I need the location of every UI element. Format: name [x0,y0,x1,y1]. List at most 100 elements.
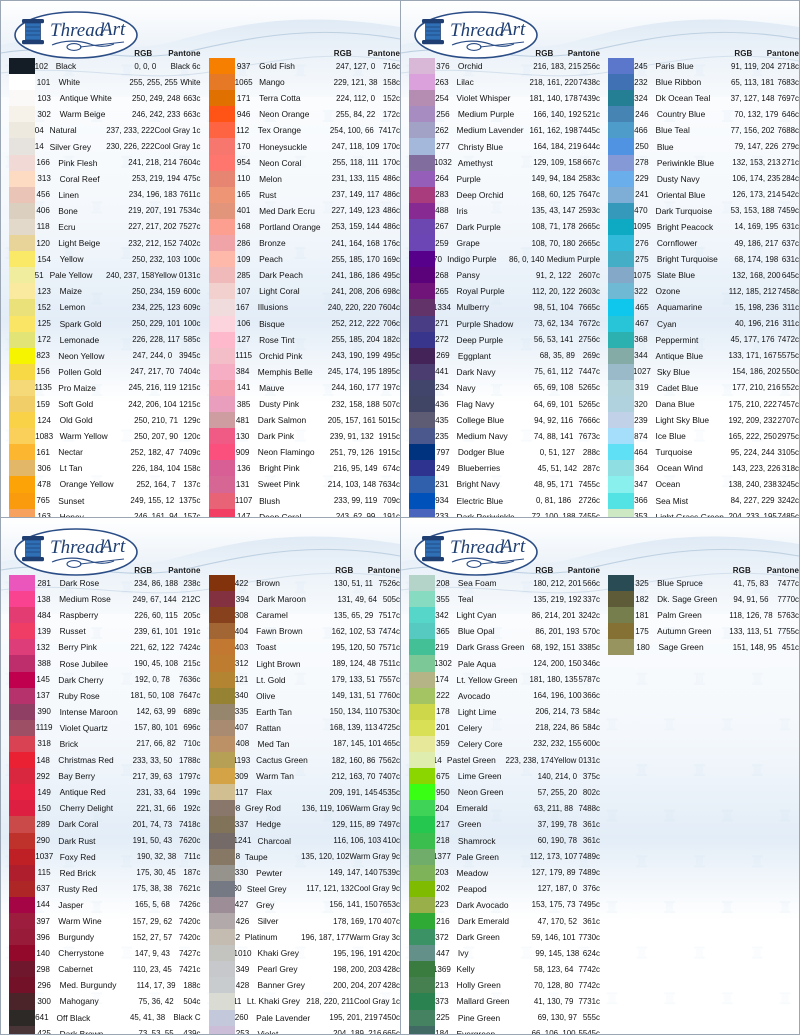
color-rgb: 195, 201, 219 [329,1013,378,1023]
color-row: 144 Jasper 165, 5, 68 7426c [5,897,200,913]
color-number: 330 [234,868,249,878]
color-pantone: 172c [382,109,400,119]
color-rgb: 253, 159, 144 [331,222,380,232]
color-name: Ecru [58,221,76,232]
color-number: 131 [235,479,250,489]
color-swatch [208,1025,235,1034]
color-row: 797 Dodger Blue 0, 51, 127 288c [405,444,600,460]
color-row: 154 Yellow 250, 232, 103 100c [5,251,200,267]
color-number: 264 [435,174,449,184]
color-swatch [608,607,634,624]
color-rgb: 175, 210, 222 [728,399,777,409]
color-number: 335 [234,707,249,717]
color-number: 219 [435,642,449,652]
color-pantone: 2665c [578,222,601,232]
color-number: 239 [634,415,648,425]
color-rgb: 136, 119, 106 [301,803,350,813]
color-pantone: 120c [183,431,201,441]
color-number: 214 [428,755,442,765]
color-rgb: 255, 84, 22 [335,109,376,119]
color-pantone: 7666c [578,415,601,425]
color-pantone: 7488c [578,803,601,813]
color-name: Banner Grey [257,980,305,991]
color-rgb: 60, 190, 78 [537,836,578,846]
color-row: 115 Red Brick 175, 30, 45 187c [5,865,201,881]
color-rgb: 181, 140, 178 [529,93,578,103]
color-row: 1119 Violet Quartz 157, 80, 101 696c [5,720,201,736]
color-swatch [9,768,35,785]
color-rgb: 168, 60, 125 [531,190,576,200]
color-pantone: 2726c [578,496,601,506]
color-pantone: 7511c [379,659,400,669]
color-swatch [409,784,435,801]
color-row: 1369 Kelly 58, 123, 64 7742c [405,961,600,977]
color-swatch [608,444,634,461]
color-pantone: 170c [382,158,400,168]
header-pantone: Pantone [766,566,799,575]
color-swatch [9,428,35,445]
color-row: 161 Nectar 252, 182, 47 7409c [5,444,201,460]
color-number: 203 [435,868,449,878]
color-pantone: 7672c [578,319,601,329]
svg-text:Art: Art [99,536,126,557]
color-pantone: 1375c [179,496,201,506]
color-number: 435 [435,415,449,425]
color-name: Dark Rust [58,835,96,846]
color-pantone: White [180,77,201,87]
color-pantone: 152c [382,93,400,103]
color-number: 384 [235,367,250,377]
color-pantone: 1788c [179,755,201,765]
color-name: Dusty Pink [259,399,300,410]
color-rgb: 243, 190, 199 [331,351,380,361]
color-name: Grey [256,899,275,910]
color-pantone: 663c [183,93,201,103]
color-row-list: 422 Brown 130, 51, 11 7526c 394 Dark Maroon 13… [205,575,401,1034]
color-name: Gold Fish [259,61,295,72]
color-pantone: Yellow 0131c [154,270,201,280]
color-row-list: 245 Paris Blue 91, 119, 204 2718c 232 Blue Ri… [604,58,799,517]
color-swatch [608,283,634,300]
color-swatch [9,106,35,123]
color-swatch [608,106,634,123]
color-number: 178 [436,707,450,717]
color-row: 145 Dark Cherry 192, 0, 78 7636c [5,672,200,688]
color-row: 109 Peach 255, 185, 170 169c [205,251,400,267]
color-rgb: 48, 95, 171 [533,479,574,489]
color-number: 296 [37,980,51,990]
color-pantone: 1915c [378,447,401,457]
color-row: 156 Pollen Gold 247, 217, 70 7404c [5,364,200,380]
color-swatch [409,735,435,753]
color-pantone: 288c [582,447,600,457]
color-rgb: 147, 9, 43 [134,948,170,958]
color-number: 401 [236,206,251,216]
color-swatch [208,623,235,640]
color-swatch [208,784,235,801]
color-name: Blue Spruce [657,578,703,589]
color-pantone: 698c [382,286,400,296]
color-swatch [409,283,435,300]
color-name: Earth Tan [256,706,292,717]
color-rgb: 255, 185, 170 [331,254,380,264]
color-pantone: 2665c [578,238,601,248]
color-number: 344 [634,351,648,361]
color-pantone: 7409c [179,447,201,457]
color-pantone: 3385c [578,642,601,652]
color-pantone: 311c [782,302,800,312]
color-pantone: 212C [181,594,201,604]
color-swatch [608,331,634,348]
color-row: 330 Pewter 149, 147, 140 7539c [205,865,401,881]
color-number: 275 [635,254,649,264]
color-row: 127 Rose Tint 255, 185, 204 182c [205,332,400,348]
color-number: 283 [435,190,449,200]
color-row: 874 Ice Blue 165, 222, 250 2975c [604,428,799,444]
color-number: 289 [36,819,50,829]
color-rgb: 237, 149, 117 [331,190,380,200]
color-rgb: 156, 141, 150 [329,900,378,910]
color-number: 163 [37,512,51,517]
color-pantone: 170c [382,142,400,152]
color-swatch [409,218,435,236]
color-pantone: Warm Gray 9c [349,803,400,813]
color-number: 342 [435,610,449,620]
color-name: Med. Burgundy [59,980,117,991]
color-row: 1193 Cactus Green 182, 160, 86 7562c [205,752,401,768]
